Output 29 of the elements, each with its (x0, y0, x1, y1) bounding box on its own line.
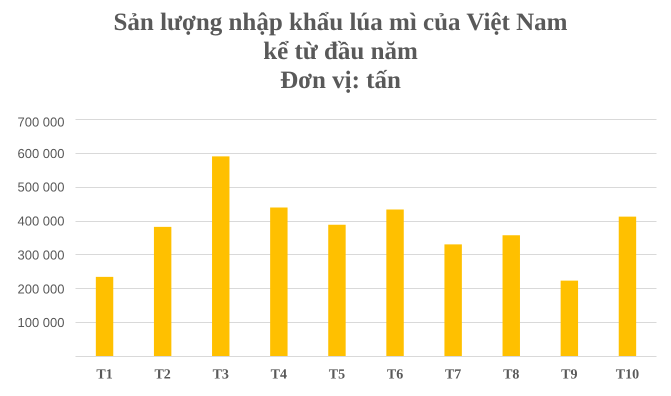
x-tick-label: T10 (616, 368, 640, 382)
x-tick-label: T4 (270, 368, 288, 382)
x-tick-label: T8 (503, 368, 520, 382)
x-tick-label: T6 (386, 368, 404, 382)
bar (618, 216, 636, 356)
bar (270, 208, 288, 356)
chart-title: Sản lượng nhập khẩu lúa mì của Việt Nam kể từ đầu năm (114, 9, 568, 65)
bar (154, 226, 172, 356)
bar (444, 244, 462, 356)
y-tick-label: 600 000 (18, 146, 65, 161)
x-tick-label: T2 (154, 368, 171, 382)
y-tick-label: 300 000 (18, 247, 65, 262)
x-tick-label: T7 (444, 368, 462, 382)
bar (96, 276, 114, 356)
bar (328, 224, 346, 356)
y-tick-label: 700 000 (18, 114, 65, 130)
x-tick-label: T9 (561, 368, 578, 382)
bar (560, 280, 578, 356)
x-tick-label: T1 (96, 368, 113, 382)
y-tick-label: 500 000 (18, 180, 65, 195)
bar (386, 210, 404, 356)
chart-subtitle: Đơn vị: tấn (280, 66, 401, 94)
bar (502, 235, 520, 356)
bar (212, 156, 230, 356)
x-tick-label: T3 (212, 368, 229, 382)
y-tick-label: 200 000 (18, 281, 65, 296)
y-tick-label: 100 000 (18, 315, 65, 330)
y-tick-label: 400 000 (18, 214, 65, 229)
x-tick-label: T5 (328, 368, 346, 382)
